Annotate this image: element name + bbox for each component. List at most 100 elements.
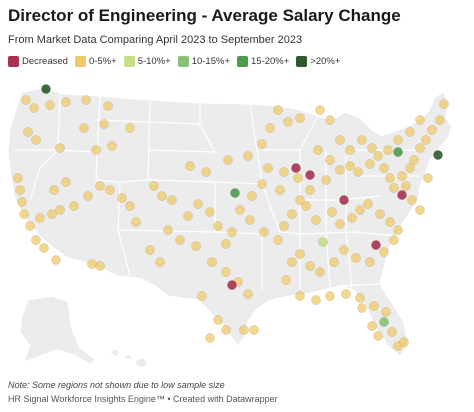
- salary-dot: [273, 235, 283, 245]
- salary-dot: [335, 219, 345, 229]
- salary-dot: [13, 173, 23, 183]
- salary-dot: [373, 151, 383, 161]
- salary-dot: [371, 240, 381, 250]
- salary-dot: [39, 243, 49, 253]
- salary-dot: [51, 255, 61, 265]
- state-border: [29, 93, 61, 201]
- legend-swatch-10-15: [177, 56, 189, 67]
- salary-dot: [99, 119, 109, 129]
- legend-item-over-20: >20%+: [296, 56, 340, 67]
- salary-dot: [55, 143, 65, 153]
- salary-dot: [205, 207, 215, 217]
- salary-dot: [347, 213, 357, 223]
- us-map: [7, 84, 453, 369]
- salary-dot: [369, 301, 379, 311]
- salary-dot: [353, 167, 363, 177]
- salary-dot: [61, 97, 71, 107]
- salary-dot: [87, 259, 97, 269]
- salary-dot: [49, 185, 59, 195]
- salary-dot: [365, 159, 375, 169]
- salary-dot: [339, 195, 349, 205]
- state-shapes: [7, 87, 453, 369]
- salary-dot: [439, 99, 449, 109]
- legend-item-10-15: 10-15%+: [177, 56, 230, 67]
- salary-dot: [311, 295, 321, 305]
- salary-dot: [423, 173, 433, 183]
- salary-dot: [281, 275, 291, 285]
- salary-dot: [245, 215, 255, 225]
- salary-dot: [221, 239, 231, 249]
- salary-dot: [125, 123, 135, 133]
- state-border: [57, 149, 97, 153]
- salary-dot: [149, 181, 159, 191]
- salary-dot: [105, 185, 115, 195]
- state-border: [339, 283, 381, 287]
- salary-dot: [305, 185, 315, 195]
- salary-dot: [367, 321, 377, 331]
- salary-dot: [327, 207, 337, 217]
- salary-dot: [393, 135, 403, 145]
- salary-dot: [205, 333, 215, 343]
- salary-dot: [41, 84, 51, 94]
- salary-dot: [227, 227, 237, 237]
- salary-dot: [387, 327, 397, 337]
- legend-label-decreased: Decreased: [22, 56, 68, 67]
- salary-dot: [351, 253, 361, 263]
- salary-dot: [31, 235, 41, 245]
- salary-dot: [259, 227, 269, 237]
- salary-dot: [213, 221, 223, 231]
- salary-dot: [243, 151, 253, 161]
- salary-dot: [405, 127, 415, 137]
- chart-title: Director of Engineering - Average Salary…: [8, 6, 401, 25]
- salary-dot: [131, 217, 141, 227]
- salary-dot: [373, 331, 383, 341]
- salary-dot: [341, 289, 351, 299]
- salary-dot: [103, 101, 113, 111]
- legend-item-15-20: 15-20%+: [237, 56, 289, 67]
- hawaii-shape: [109, 348, 121, 358]
- salary-dot: [31, 135, 41, 145]
- salary-dot: [379, 247, 389, 257]
- salary-dot: [329, 257, 339, 267]
- salary-dot: [363, 199, 373, 209]
- legend-label-5-10: 5-10%+: [137, 56, 171, 67]
- salary-dot: [185, 161, 195, 171]
- salary-dot: [25, 221, 35, 231]
- salary-dot: [227, 280, 237, 290]
- salary-dot: [95, 261, 105, 271]
- salary-dot: [95, 181, 105, 191]
- legend-swatch-5-10: [123, 56, 135, 67]
- salary-dot: [345, 145, 355, 155]
- salary-dot: [295, 113, 305, 123]
- salary-dot: [230, 188, 240, 198]
- salary-dot: [61, 177, 71, 187]
- salary-dot: [399, 337, 409, 347]
- salary-dot: [197, 291, 207, 301]
- salary-dot: [295, 195, 305, 205]
- salary-dot: [19, 209, 29, 219]
- salary-dot: [167, 195, 177, 205]
- salary-dot: [125, 201, 135, 211]
- salary-dot: [91, 145, 101, 155]
- salary-dot: [379, 317, 389, 327]
- salary-dot: [287, 257, 297, 267]
- salary-dot: [385, 173, 395, 183]
- salary-dot: [318, 237, 328, 247]
- salary-dot: [23, 127, 33, 137]
- salary-dot: [235, 205, 245, 215]
- salary-dot: [365, 257, 375, 267]
- salary-dot: [325, 115, 335, 125]
- legend: Decreased 0-5%+ 5-10%+ 10-15%+ 15-20%+ >…: [8, 56, 340, 67]
- salary-dot: [291, 163, 301, 173]
- legend-label-15-20: 15-20%+: [251, 56, 290, 67]
- salary-dot: [397, 190, 407, 200]
- salary-dot: [265, 123, 275, 133]
- legend-swatch-decreased: [8, 56, 19, 67]
- salary-dot: [163, 225, 173, 235]
- salary-dot: [293, 173, 303, 183]
- state-border: [299, 231, 397, 237]
- salary-dot: [283, 117, 293, 127]
- salary-dot: [315, 105, 325, 115]
- chart-subtitle: From Market Data Comparing April 2023 to…: [8, 34, 303, 46]
- salary-dot: [325, 291, 335, 301]
